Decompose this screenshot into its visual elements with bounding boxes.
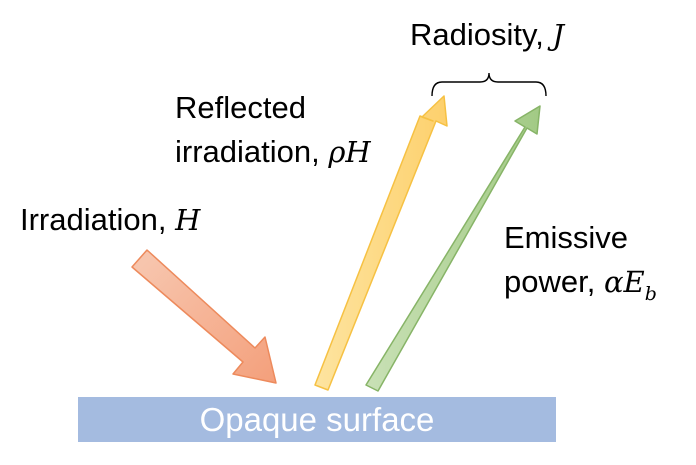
radiosity-symbol: J: [552, 18, 565, 52]
radiosity-text: Radiosity,: [410, 17, 553, 52]
irradiation-symbol: H: [175, 203, 201, 237]
irradiation-arrow: [131, 249, 277, 384]
opaque-surface-label: Opaque surface: [199, 401, 435, 438]
opaque-surface: Opaque surface: [78, 397, 556, 442]
emissive-line1-text: Emissive: [504, 220, 629, 255]
emissive-power-arrow: [365, 105, 541, 392]
irradiation-text: Irradiation,: [20, 202, 176, 237]
emissive-label-line1: Emissive: [504, 219, 628, 257]
reflected-label-line1: Reflected: [175, 89, 306, 127]
irradiation-label: Irradiation, H: [20, 201, 200, 239]
emissive-subscript: b: [644, 283, 657, 305]
reflected-symbol: ρH: [328, 135, 371, 169]
emissive-line2-text: power,: [504, 264, 604, 299]
radiosity-label: Radiosity, J: [410, 16, 564, 54]
emissive-label-line2: power, αEb: [504, 263, 657, 313]
reflected-line1-text: Reflected: [175, 90, 306, 125]
radiosity-brace: [431, 72, 547, 97]
reflected-line2-text: irradiation,: [175, 134, 329, 169]
emissive-symbol: αE: [603, 265, 645, 299]
reflected-label-line2: irradiation, ρH: [175, 133, 371, 171]
reflected-irradiation-arrow: [314, 95, 448, 391]
